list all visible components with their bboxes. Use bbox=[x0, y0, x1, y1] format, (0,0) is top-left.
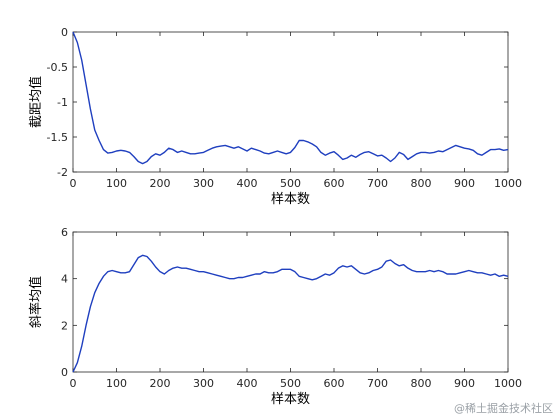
x-tick-label: 100 bbox=[106, 177, 127, 190]
y-tick-label: -0.5 bbox=[47, 61, 68, 74]
x-tick-label: 500 bbox=[280, 377, 301, 390]
x-tick-label: 300 bbox=[193, 177, 214, 190]
plot-area-1 bbox=[72, 231, 509, 373]
x-axis-label: 样本数 bbox=[271, 392, 310, 407]
x-tick-label: 0 bbox=[70, 377, 77, 390]
watermark-text: @稀土掘金技术社区 bbox=[454, 401, 553, 415]
y-axis-label: 斜率均值 bbox=[28, 276, 44, 328]
x-tick-label: 700 bbox=[367, 377, 388, 390]
x-tick-label: 0 bbox=[70, 177, 77, 190]
y-tick-label: 2 bbox=[61, 319, 68, 332]
y-tick-label: -1 bbox=[57, 96, 68, 109]
y-axis-label: 截距均值 bbox=[28, 76, 44, 128]
y-tick-label: 0 bbox=[61, 366, 68, 379]
x-tick-label: 700 bbox=[367, 177, 388, 190]
x-tick-label: 1000 bbox=[494, 377, 522, 390]
x-tick-label: 300 bbox=[193, 377, 214, 390]
slope-mean-chart: 0 100 200 300 400 500 600 700 800 900 1000 0 2 4 6 样本数 斜… bbox=[28, 226, 522, 407]
intercept-mean-chart: 0 100 200 300 400 500 600 700 800 900 1000 -2 -1.5 -1… bbox=[28, 26, 522, 207]
y-tick-label: -2 bbox=[57, 166, 68, 179]
series-line-0 bbox=[72, 254, 509, 373]
y-tick-label: 4 bbox=[61, 273, 68, 286]
x-tick-label: 800 bbox=[411, 377, 432, 390]
x-tick-label: 900 bbox=[454, 177, 475, 190]
x-tick-label: 1000 bbox=[494, 177, 522, 190]
x-tick-label: 200 bbox=[150, 177, 171, 190]
x-tick-label: 400 bbox=[237, 177, 258, 190]
x-tick-label: 600 bbox=[324, 177, 345, 190]
x-tick-label: 900 bbox=[454, 377, 475, 390]
x-tick-label: 500 bbox=[280, 177, 301, 190]
x-tick-label: 400 bbox=[237, 377, 258, 390]
x-tick-label: 800 bbox=[411, 177, 432, 190]
y-tick-label: 6 bbox=[61, 226, 68, 239]
x-tick-label: 200 bbox=[150, 377, 171, 390]
y-tick-label: 0 bbox=[61, 26, 68, 39]
series-line-0 bbox=[72, 31, 509, 165]
x-axis-label: 样本数 bbox=[271, 192, 310, 207]
plot-area-0 bbox=[72, 31, 509, 173]
x-tick-label: 600 bbox=[324, 377, 345, 390]
y-tick-label: -1.5 bbox=[47, 131, 68, 144]
x-tick-label: 100 bbox=[106, 377, 127, 390]
